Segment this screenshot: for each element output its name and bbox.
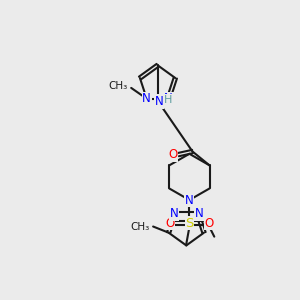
Text: N: N (185, 194, 194, 206)
Text: CH₃: CH₃ (131, 221, 150, 232)
Text: N: N (164, 92, 173, 105)
Text: H: H (164, 95, 172, 105)
Text: N: N (169, 207, 178, 220)
Text: O: O (165, 217, 175, 230)
Text: N: N (142, 92, 151, 105)
Text: N: N (155, 95, 164, 108)
Text: O: O (169, 148, 178, 161)
Text: CH₃: CH₃ (109, 81, 128, 91)
Text: O: O (204, 217, 213, 230)
Text: N: N (194, 207, 203, 220)
Text: S: S (185, 217, 194, 230)
